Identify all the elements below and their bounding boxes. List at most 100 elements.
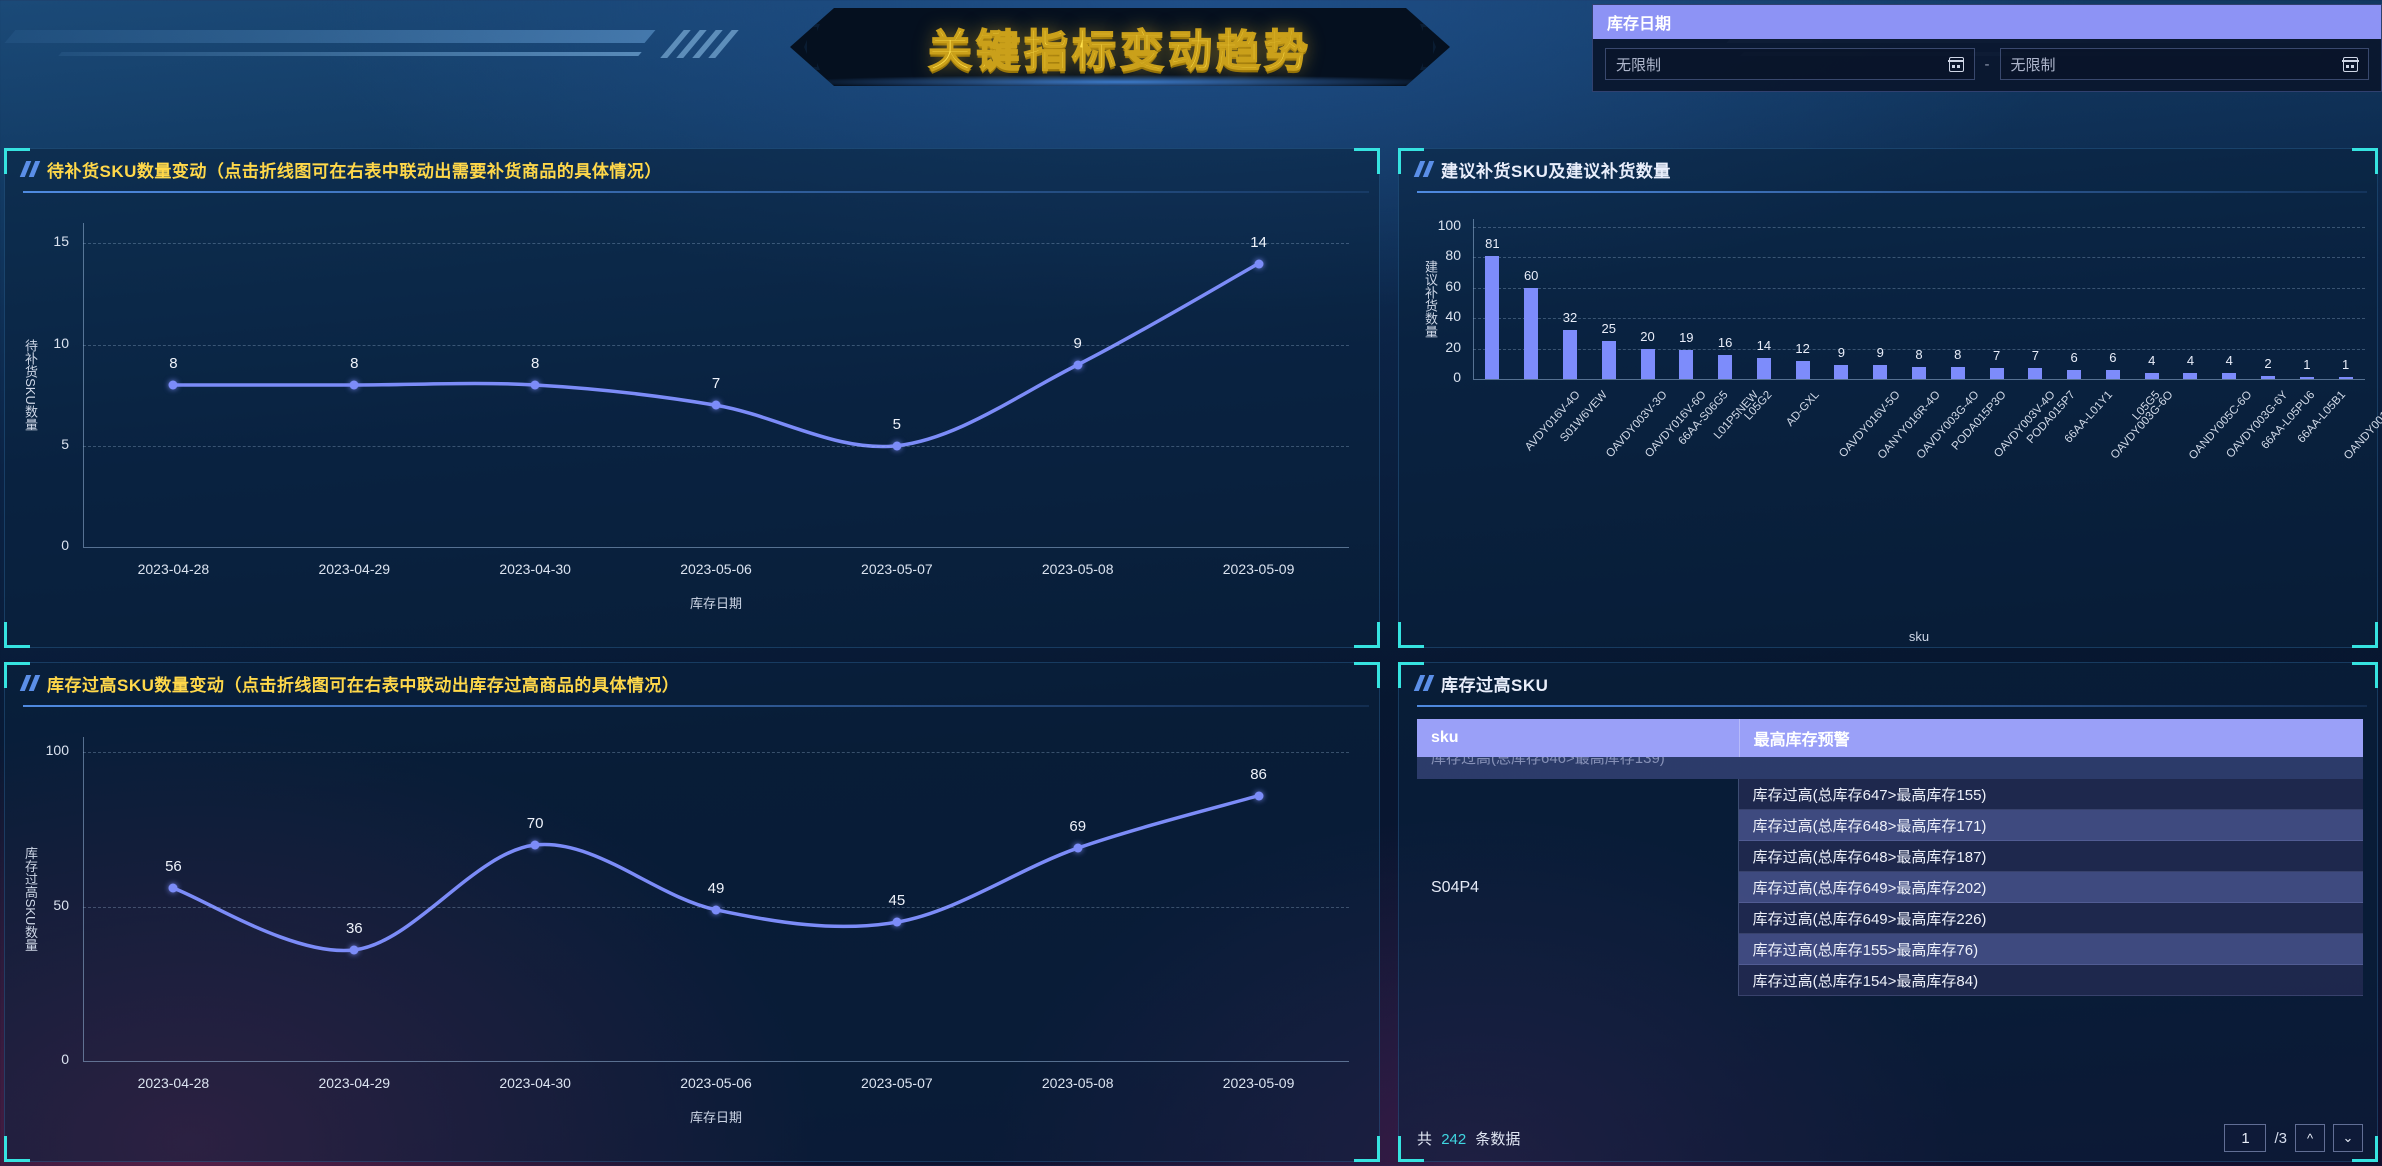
chevron-down-icon[interactable]: ⌄ (2333, 1124, 2363, 1152)
chart-replenish-sku-trend[interactable]: 0 5 10 15 8 2023-04-28 8 2023-04-29 8 2023-04-30 7… (5, 197, 1379, 647)
data-point[interactable] (711, 400, 721, 410)
panel-replenish-trend: 待补货SKU数量变动（点击折线图可在右表中联动出需要补货商品的具体情况） 0 5 1… (4, 148, 1380, 648)
bar-value-label: 14 (1756, 337, 1772, 353)
data-point[interactable] (892, 441, 902, 451)
bar-value-label: 16 (1717, 334, 1733, 350)
table-row[interactable]: 库存过高(总库存648>最高库存187) (1738, 841, 2363, 872)
bar[interactable] (2222, 372, 2237, 379)
data-point-label: 86 (1250, 765, 1267, 783)
data-point[interactable] (530, 380, 540, 390)
bar[interactable] (1912, 366, 1926, 379)
bar[interactable] (1718, 354, 1733, 379)
panel-title-suggested-replenish: 建议补货SKU及建议补货数量 (1441, 161, 1671, 181)
table-row[interactable]: 库存过高(总库存648>最高库存171) (1738, 810, 2363, 841)
y-axis-tick: 40 (1445, 308, 1461, 325)
bar-value-label: 7 (1992, 348, 2001, 364)
data-point-label: 8 (350, 355, 359, 372)
table-row[interactable]: 库存过高(总库存649>最高库存202) (1738, 872, 2363, 903)
calendar-icon[interactable] (2342, 56, 2359, 72)
calendar-icon[interactable] (1947, 56, 1965, 72)
data-point[interactable] (711, 905, 721, 915)
bar[interactable] (2028, 368, 2043, 379)
x-axis-line (83, 1061, 1349, 1062)
bar[interactable] (1834, 365, 1849, 379)
data-point-label: 8 (530, 355, 540, 372)
bar[interactable] (2338, 377, 2353, 379)
bar[interactable] (2261, 375, 2276, 379)
data-point[interactable] (1073, 360, 1083, 370)
data-point[interactable] (1073, 843, 1083, 853)
bar[interactable] (2067, 369, 2082, 379)
y-axis-tick: 50 (53, 896, 69, 913)
x-axis-title: 库存日期 (689, 1110, 743, 1125)
x-axis-tick: 2023-04-28 (137, 1075, 210, 1091)
table-cell-partial: 库存过高(总库存646>最高库存139) (1431, 757, 1665, 767)
bar-value-label: 4 (2148, 352, 2156, 368)
bar[interactable] (1601, 340, 1616, 379)
bar[interactable] (2299, 377, 2314, 379)
table-row[interactable]: 库存过高(总库存154>最高库存84) (1738, 965, 2363, 996)
data-point[interactable] (892, 917, 902, 927)
date-filter-label: 库存日期 (1593, 5, 2381, 39)
page-title: 关键指标变动趋势 (927, 25, 1312, 78)
gridline (1473, 348, 2365, 350)
panel-overstock-table: 库存过高SKU sku 最高库存预警 库存过高(总库存646>最高库存139) … (1398, 662, 2378, 1162)
column-header-max-stock-warning[interactable]: 最高库存预警 (1738, 719, 2363, 757)
bar[interactable] (2183, 372, 2198, 379)
data-point[interactable] (530, 840, 540, 850)
bar[interactable] (1562, 330, 1577, 379)
end-date-value: 无限制 (2010, 56, 2056, 74)
gridline (83, 445, 1349, 447)
bar[interactable] (1679, 350, 1694, 379)
data-point[interactable] (349, 380, 359, 390)
panel-divider (1417, 705, 2367, 707)
table-pagination: 共 242 条数据 1 /3 ^ ⌄ (1417, 1121, 2363, 1155)
bar[interactable] (2105, 369, 2120, 379)
record-count-suffix: 条数据 (1475, 1130, 1521, 1148)
x-axis-tick: 2023-05-08 (1041, 1075, 1114, 1091)
bar[interactable] (1756, 357, 1771, 379)
bar-value-label: 1 (2303, 357, 2311, 373)
start-date-input[interactable]: 无限制 (1605, 48, 1975, 80)
chart-suggested-replenish-qty[interactable]: 0 20 40 60 80 100 81 AVDY016V-4O 60 S01W6VEW 32 OAV… (1399, 197, 2382, 647)
page-number-input[interactable]: 1 (2224, 1124, 2267, 1152)
bar[interactable] (1524, 287, 1539, 379)
end-date-input[interactable]: 无限制 (1999, 48, 2369, 80)
data-point[interactable] (1254, 791, 1264, 801)
chevron-up-icon[interactable]: ^ (2295, 1124, 2325, 1152)
bar-value-label: 6 (2070, 349, 2078, 365)
bar[interactable] (1485, 255, 1500, 379)
panel-divider (23, 191, 1369, 193)
total-pages-label: /3 (2274, 1129, 2287, 1147)
record-count-text: 共 242 条数据 (1417, 1128, 1520, 1149)
chart-overstock-sku-trend[interactable]: 0 50 100 56 2023-04-28 36 2023-04-29 70 2023-04-… (5, 711, 1379, 1161)
data-point[interactable] (168, 883, 178, 893)
y-axis-tick: 0 (61, 537, 69, 553)
table-row[interactable]: 库存过高(总库存649>最高库存226) (1738, 903, 2363, 934)
data-point-label: 70 (526, 815, 544, 832)
data-point[interactable] (1254, 259, 1264, 268)
gridline (1473, 257, 2365, 259)
table-row[interactable]: 库存过高(总库存155>最高库存76) (1738, 934, 2363, 965)
bar[interactable] (1640, 348, 1655, 379)
data-point[interactable] (349, 945, 359, 955)
column-header-sku[interactable]: sku (1431, 729, 1459, 746)
panel-title-overstock-trend: 库存过高SKU数量变动（点击折线图可在右表中联动出库存过高商品的具体情况） (47, 675, 680, 695)
bar[interactable] (1795, 360, 1810, 379)
x-axis-line (1473, 379, 2365, 380)
x-axis-line (83, 547, 1349, 548)
bar-value-label: 2 (2264, 355, 2272, 371)
gridline (1473, 287, 2365, 289)
bar-value-label: 81 (1485, 235, 1500, 251)
bar[interactable] (2144, 372, 2159, 379)
y-axis-tick: 0 (61, 1051, 69, 1067)
data-point[interactable] (168, 380, 178, 390)
x-axis-tick: 2023-05-06 (680, 1075, 752, 1091)
bar-value-label: 8 (1954, 346, 1962, 362)
bar[interactable] (1989, 368, 2004, 379)
bar[interactable] (1873, 365, 1888, 379)
panel-divider (23, 705, 1369, 707)
table-row[interactable]: 库存过高(总库存647>最高库存155) (1738, 779, 2363, 810)
gridline (1473, 318, 2365, 320)
bar[interactable] (1950, 366, 1965, 379)
